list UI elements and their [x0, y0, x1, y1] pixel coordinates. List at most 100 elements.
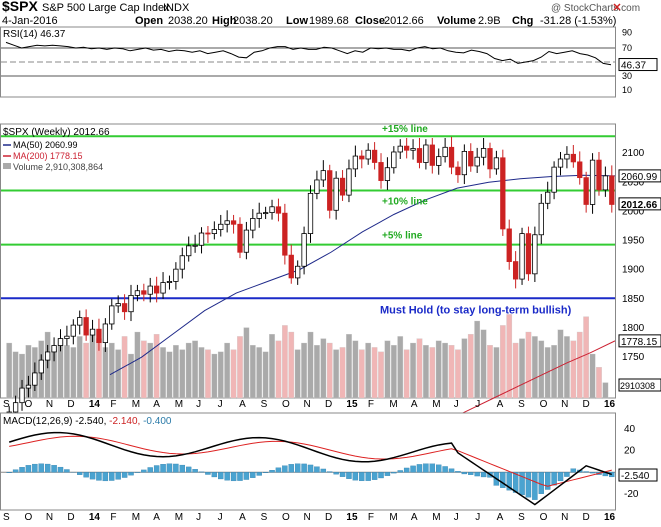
price-x-label: M — [175, 399, 183, 410]
macd-histogram-bar — [179, 464, 186, 473]
volume-label: Volume — [437, 15, 476, 27]
macd-x-label: O — [540, 512, 548, 523]
volume-bar — [346, 334, 352, 399]
candle-body — [487, 148, 493, 170]
macd-histogram-bar — [333, 472, 339, 475]
volume-bar — [153, 334, 160, 399]
candle-body — [577, 161, 583, 179]
candle-body — [474, 156, 480, 167]
macd-histogram-bar — [410, 465, 416, 473]
volume-tag-box — [618, 378, 661, 392]
volume-bar — [467, 334, 474, 399]
volume-bar — [583, 316, 589, 399]
price-x-label: O — [540, 399, 548, 410]
close-icon — [613, 3, 621, 11]
macd-histogram-bar — [423, 463, 429, 473]
candle-body — [371, 149, 378, 163]
macd-histogram-bar — [160, 464, 166, 473]
price-x-label: N — [304, 399, 311, 410]
price-x-label: M — [389, 399, 397, 410]
candle-body — [218, 223, 224, 230]
annotation-must-hold: Must Hold (to stay long-term bullish) — [380, 304, 572, 316]
volume-bar — [461, 338, 468, 399]
rsi-tick-90: 90 — [622, 28, 632, 38]
macd-x-label: 14 — [89, 512, 101, 523]
macd-histogram-bar — [525, 472, 532, 498]
macd-x-label: F — [368, 512, 374, 523]
price-x-label: J — [475, 399, 480, 410]
macd-x-label: D — [583, 512, 590, 523]
macd-histogram-bar — [609, 472, 615, 478]
price-x-label: N — [561, 399, 568, 410]
exchange: INDX — [163, 2, 190, 14]
candle-body — [198, 232, 205, 246]
price-tick-2050: 2050 — [622, 177, 645, 188]
macd-histogram-bar — [435, 464, 442, 473]
volume-bar — [455, 349, 461, 399]
ma200-legend: MA(200) 1778.15 — [13, 151, 83, 161]
macd-histogram-bar — [12, 469, 19, 473]
ma200-tag-box — [618, 334, 661, 348]
ma200-tag: 1778.15 — [621, 337, 658, 348]
candle-body — [102, 323, 109, 344]
price-x-label: A — [153, 399, 160, 410]
rsi-tick-10: 10 — [622, 85, 632, 95]
macd-x-label: O — [282, 512, 290, 523]
candle-body — [551, 166, 557, 193]
price-x-label: J — [454, 399, 459, 410]
price-x-label: A — [497, 399, 504, 410]
macd-x-label: S — [518, 512, 525, 523]
candle-body — [532, 234, 538, 275]
macd-histogram-bar — [243, 472, 250, 480]
candle-body — [339, 177, 346, 196]
candle-body — [154, 285, 160, 294]
macd-histogram-bar — [185, 466, 192, 473]
candle-body — [19, 387, 25, 404]
candle-body — [461, 150, 467, 176]
volume-bar — [570, 340, 577, 399]
rsi-legend: RSI(14) 46.37 — [3, 29, 66, 40]
price-x-label: S — [518, 399, 525, 410]
macd-histogram-bar — [544, 472, 551, 490]
close-tag-box — [618, 197, 661, 211]
volume-bar — [442, 342, 448, 399]
candle-body — [423, 144, 429, 163]
chg-value: -31.28 (-1.53%) — [540, 15, 616, 27]
volume-bar — [429, 347, 436, 399]
price-tick-1850: 1850 — [622, 294, 645, 305]
close-value: 2012.66 — [384, 15, 424, 27]
candle-body — [147, 285, 153, 295]
candle-body — [64, 335, 70, 339]
macd-x-label: M — [432, 512, 440, 523]
macd-histogram-bar — [512, 472, 519, 493]
macd-histogram-bar — [448, 468, 455, 473]
volume-bar — [339, 347, 346, 399]
volume-bar — [532, 336, 538, 399]
volume-bar — [602, 382, 609, 399]
macd-histogram-bar — [391, 472, 397, 474]
candle-body — [448, 146, 455, 168]
candle-body — [282, 212, 288, 256]
volume-bar — [506, 314, 513, 399]
volume-bar — [410, 342, 416, 399]
candle-body — [51, 345, 57, 353]
candle-body — [70, 324, 76, 337]
macd-x-label: O — [24, 512, 32, 523]
macd-histogram-bar — [89, 472, 96, 480]
candle-body — [327, 170, 333, 211]
candle-body — [359, 155, 365, 160]
price-legend-title: $SPX (Weekly) 2012.66 — [3, 127, 110, 138]
volume-bar — [256, 347, 263, 399]
volume-bar — [314, 345, 320, 399]
volume-bar — [371, 347, 378, 399]
volume-bar — [499, 325, 506, 399]
price-x-label: J — [218, 399, 223, 410]
macd-histogram-bar — [346, 472, 352, 479]
macd-histogram-bar — [147, 467, 153, 473]
macd-histogram-bar — [32, 463, 38, 473]
macd-x-label: J — [218, 512, 223, 523]
symbol: $SPX — [2, 0, 38, 14]
volume-bar — [198, 347, 205, 399]
volume-bar — [166, 351, 173, 399]
macd-histogram-bar — [589, 472, 596, 474]
